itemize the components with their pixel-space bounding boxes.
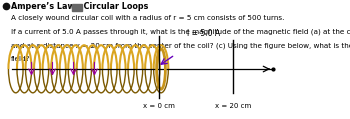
- Text: Ampere’s Law - Circular Loops: Ampere’s Law - Circular Loops: [11, 2, 154, 11]
- Bar: [72, 4, 82, 11]
- Text: If a current of 5.0 A passes through it, what is the magnitude of the magnetic f: If a current of 5.0 A passes through it,…: [11, 29, 350, 35]
- Text: x = 20 cm: x = 20 cm: [215, 104, 251, 109]
- Text: and at a distance x = 20 cm from the center of the coil? (c) Using the figure be: and at a distance x = 20 cm from the cen…: [11, 42, 350, 49]
- Text: A closely wound circular coil with a radius of r = 5 cm consists of 500 turns.: A closely wound circular coil with a rad…: [11, 15, 285, 21]
- Text: I = 5.0 A: I = 5.0 A: [187, 29, 220, 38]
- Text: field?: field?: [11, 56, 31, 62]
- Text: x = 0 cm: x = 0 cm: [143, 104, 175, 109]
